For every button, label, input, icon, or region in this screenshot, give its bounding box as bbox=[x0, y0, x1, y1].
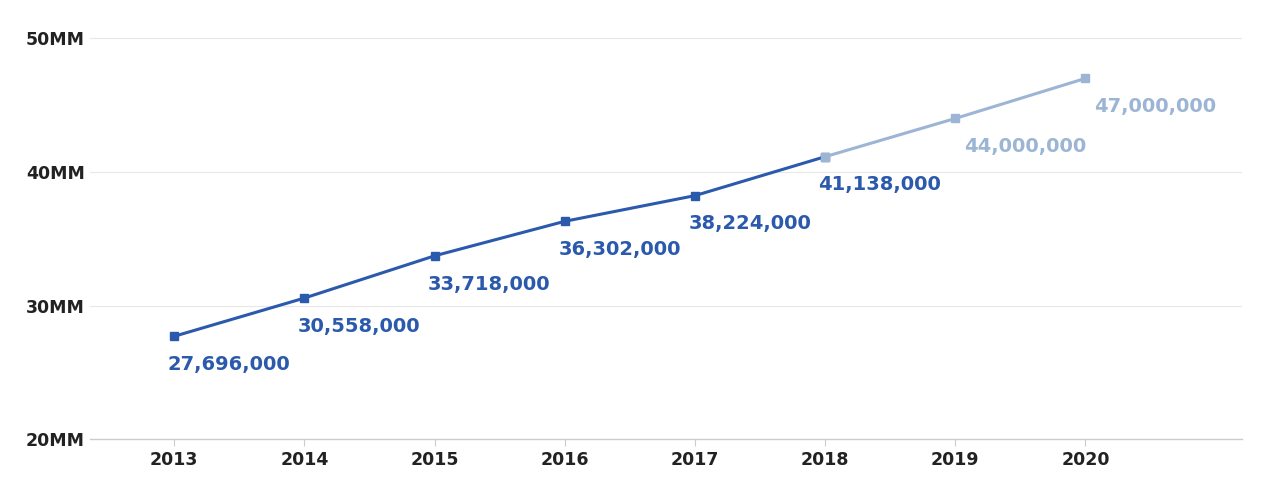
Text: 33,718,000: 33,718,000 bbox=[428, 274, 550, 293]
Text: 30,558,000: 30,558,000 bbox=[298, 317, 421, 336]
Text: 38,224,000: 38,224,000 bbox=[689, 215, 812, 234]
Text: 36,302,000: 36,302,000 bbox=[558, 240, 681, 259]
Text: 41,138,000: 41,138,000 bbox=[818, 176, 941, 195]
Text: 27,696,000: 27,696,000 bbox=[168, 355, 291, 374]
Text: 44,000,000: 44,000,000 bbox=[964, 137, 1087, 156]
Text: 47,000,000: 47,000,000 bbox=[1094, 97, 1216, 116]
